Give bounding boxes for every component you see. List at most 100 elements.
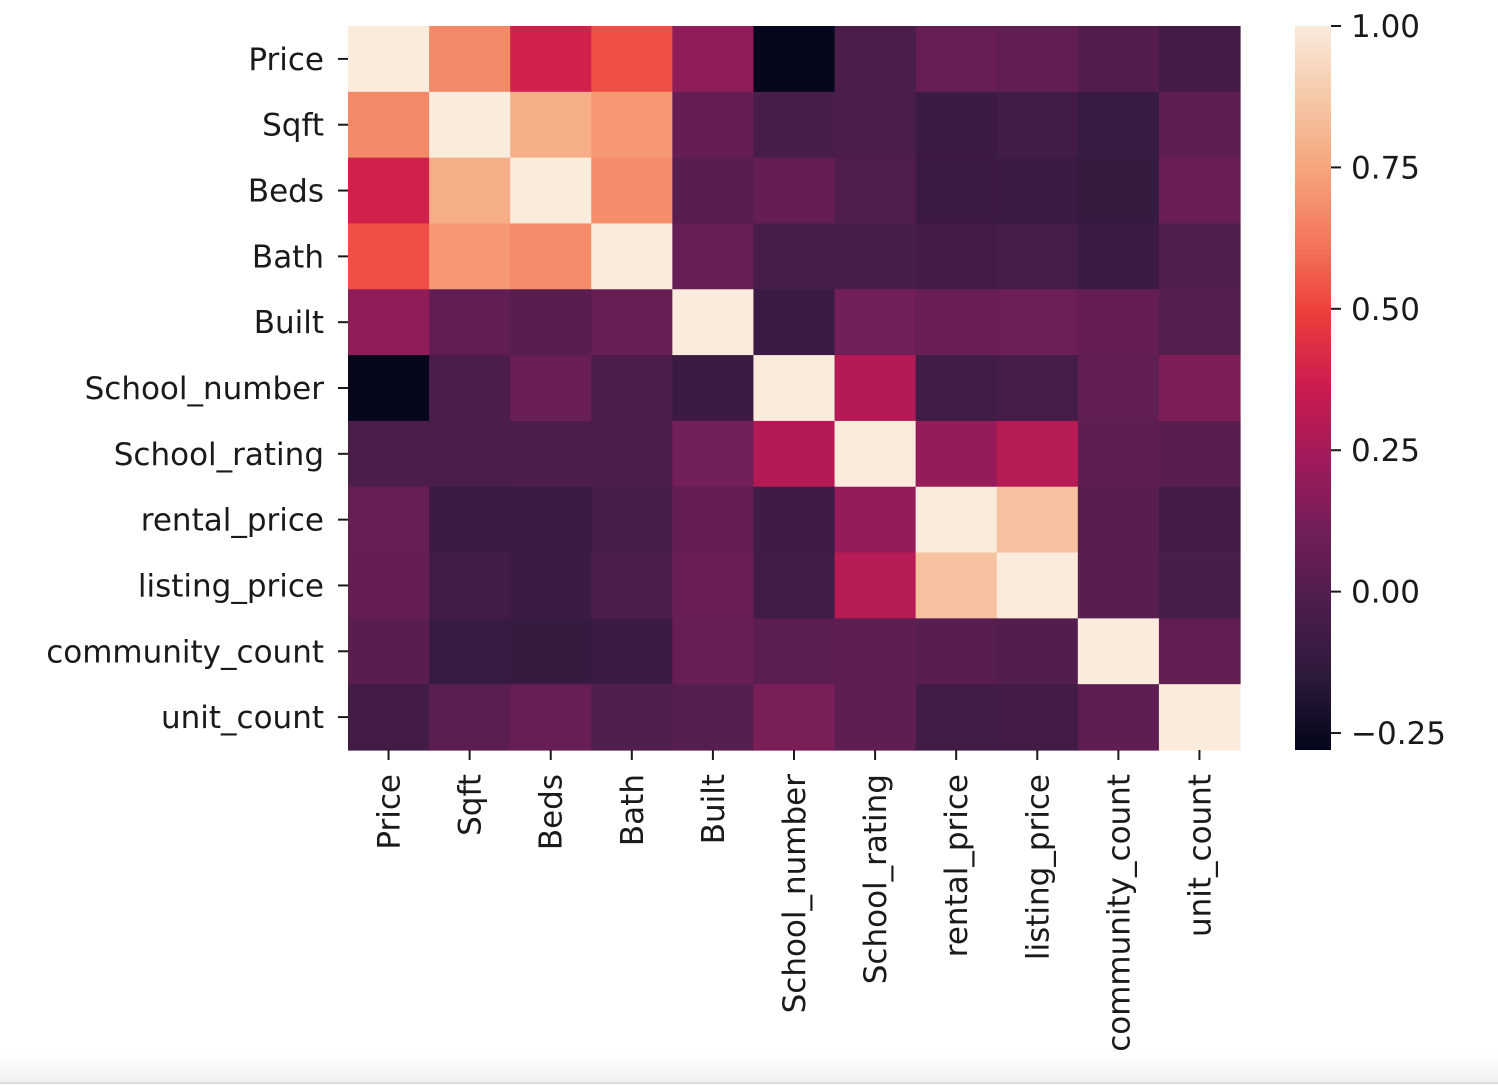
heatmap-cell-School_number-unit_count bbox=[1158, 355, 1241, 422]
heatmap-cell-community_count-Beds bbox=[510, 618, 592, 685]
heatmap-cell-listing_price-Beds bbox=[510, 552, 592, 619]
heatmap-cell-Price-Built bbox=[672, 26, 755, 93]
heatmap-cell-rental_price-unit_count bbox=[1158, 486, 1241, 554]
heatmap-cell-Bath-Bath bbox=[591, 223, 673, 290]
y-tick-label: community_count bbox=[46, 634, 324, 670]
heatmap-cell-School_number-School_number bbox=[753, 355, 836, 422]
heatmap-cell-Built-Beds bbox=[510, 289, 592, 356]
heatmap-cell-Built-listing_price bbox=[996, 289, 1079, 356]
heatmap-cell-School_rating-unit_count bbox=[1158, 420, 1241, 488]
heatmap-cell-Price-rental_price bbox=[915, 26, 998, 93]
heatmap-cell-community_count-Sqft bbox=[429, 618, 511, 685]
x-axis: Price Sqft Beds Bath Built School_number Schoo… bbox=[372, 750, 1218, 1052]
heatmap-cell-listing_price-School_number bbox=[753, 552, 836, 619]
heatmap-cell-Sqft-Beds bbox=[510, 91, 592, 159]
heatmap-cell-unit_count-unit_count bbox=[1158, 684, 1241, 751]
y-tick-label: unit_count bbox=[161, 700, 324, 736]
colorbar-gradient bbox=[1295, 26, 1331, 750]
heatmap-cell-Sqft-School_number bbox=[753, 91, 836, 159]
heatmap-cell-Sqft-community_count bbox=[1077, 91, 1160, 159]
heatmap-cell-unit_count-Bath bbox=[591, 684, 673, 751]
x-tick-label: Price bbox=[372, 774, 408, 850]
colorbar-tick-label: 0.50 bbox=[1351, 292, 1420, 328]
heatmap-cell-Built-Bath bbox=[591, 289, 673, 356]
heatmap-cell-community_count-Built bbox=[672, 618, 755, 685]
heatmap-cell-Sqft-School_rating bbox=[834, 91, 917, 159]
heatmap-cell-Bath-unit_count bbox=[1158, 223, 1241, 290]
y-tick-label: rental_price bbox=[141, 503, 324, 539]
heatmap-cell-listing_price-Built bbox=[672, 552, 755, 619]
y-tick-label: Built bbox=[254, 305, 324, 341]
heatmap-cell-rental_price-Beds bbox=[510, 486, 592, 554]
x-tick-label: School_rating bbox=[858, 774, 894, 984]
heatmap-cell-Sqft-listing_price bbox=[996, 91, 1079, 159]
heatmap-cell-Bath-School_rating bbox=[834, 223, 917, 290]
heatmap-cell-rental_price-listing_price bbox=[996, 486, 1079, 554]
heatmap-cell-community_count-community_count bbox=[1077, 618, 1160, 685]
heatmap-cell-rental_price-Sqft bbox=[429, 486, 511, 554]
heatmap-cell-listing_price-School_rating bbox=[834, 552, 917, 619]
heatmap-cell-Built-Built bbox=[672, 289, 755, 356]
window-bottom-strip bbox=[0, 1052, 1498, 1084]
heatmap-cell-School_rating-School_number bbox=[753, 420, 836, 488]
heatmap-cell-Bath-Built bbox=[672, 223, 755, 290]
heatmap-cell-Built-unit_count bbox=[1158, 289, 1241, 356]
heatmap-cell-School_rating-Beds bbox=[510, 420, 592, 488]
x-tick-label: Bath bbox=[615, 774, 651, 846]
heatmap-cell-Bath-listing_price bbox=[996, 223, 1079, 290]
heatmap-cell-listing_price-unit_count bbox=[1158, 552, 1241, 619]
colorbar-tick-label: −0.25 bbox=[1351, 716, 1446, 752]
heatmap-cell-Built-School_number bbox=[753, 289, 836, 356]
heatmap-cell-community_count-Price bbox=[348, 618, 430, 685]
heatmap-cell-School_number-rental_price bbox=[915, 355, 998, 422]
y-tick-label: School_number bbox=[85, 371, 325, 407]
heatmap-cell-Beds-Beds bbox=[510, 157, 592, 225]
heatmap-cell-rental_price-Built bbox=[672, 486, 755, 554]
heatmap-cell-Beds-Sqft bbox=[429, 157, 511, 225]
heatmap-cell-Beds-rental_price bbox=[915, 157, 998, 225]
heatmap-cell-Price-School_number bbox=[753, 26, 836, 93]
heatmap-cell-community_count-Bath bbox=[591, 618, 673, 685]
heatmap-cell-Bath-School_number bbox=[753, 223, 836, 290]
heatmap-cell-Built-community_count bbox=[1077, 289, 1160, 356]
heatmap-cell-School_number-School_rating bbox=[834, 355, 917, 422]
y-tick-label: Price bbox=[248, 42, 324, 78]
heatmap-cell-community_count-listing_price bbox=[996, 618, 1079, 685]
heatmap-cell-School_rating-Built bbox=[672, 420, 755, 488]
y-tick-label: School_rating bbox=[114, 437, 324, 473]
heatmap-cell-Built-Sqft bbox=[429, 289, 511, 356]
heatmap-cell-listing_price-listing_price bbox=[996, 552, 1079, 619]
y-tick-label: Sqft bbox=[262, 108, 324, 144]
heatmap-cell-School_rating-rental_price bbox=[915, 420, 998, 488]
x-tick-label: community_count bbox=[1101, 774, 1137, 1052]
heatmap-cell-Sqft-Built bbox=[672, 91, 755, 159]
heatmap-cell-unit_count-School_number bbox=[753, 684, 836, 751]
heatmap-cell-Bath-community_count bbox=[1077, 223, 1160, 290]
heatmap-cell-School_number-Sqft bbox=[429, 355, 511, 422]
heatmap-cell-School_rating-community_count bbox=[1077, 420, 1160, 488]
heatmap-cell-Built-rental_price bbox=[915, 289, 998, 356]
heatmap-cell-Price-listing_price bbox=[996, 26, 1079, 93]
heatmap-cell-Beds-unit_count bbox=[1158, 157, 1241, 225]
heatmap-cell-Price-community_count bbox=[1077, 26, 1160, 93]
heatmap-cell-School_rating-Bath bbox=[591, 420, 673, 488]
y-tick-label: Beds bbox=[248, 174, 324, 210]
heatmap-cell-rental_price-Bath bbox=[591, 486, 673, 554]
heatmap-cell-School_number-listing_price bbox=[996, 355, 1079, 422]
heatmap-cell-Built-School_rating bbox=[834, 289, 917, 356]
heatmap-cell-Price-Price bbox=[348, 26, 430, 93]
heatmap-cell-School_number-Bath bbox=[591, 355, 673, 422]
x-tick-label: rental_price bbox=[939, 774, 975, 957]
heatmap-cell-unit_count-Beds bbox=[510, 684, 592, 751]
heatmap-cell-rental_price-School_rating bbox=[834, 486, 917, 554]
heatmap-cell-Beds-Price bbox=[348, 157, 430, 225]
heatmap-cell-Beds-community_count bbox=[1077, 157, 1160, 225]
heatmap-cell-Price-Bath bbox=[591, 26, 673, 93]
heatmap-cell-Beds-School_rating bbox=[834, 157, 917, 225]
heatmap-cell-Price-unit_count bbox=[1158, 26, 1241, 93]
heatmap-cell-listing_price-rental_price bbox=[915, 552, 998, 619]
y-tick-label: Bath bbox=[252, 239, 324, 275]
heatmap-cell-School_number-Beds bbox=[510, 355, 592, 422]
